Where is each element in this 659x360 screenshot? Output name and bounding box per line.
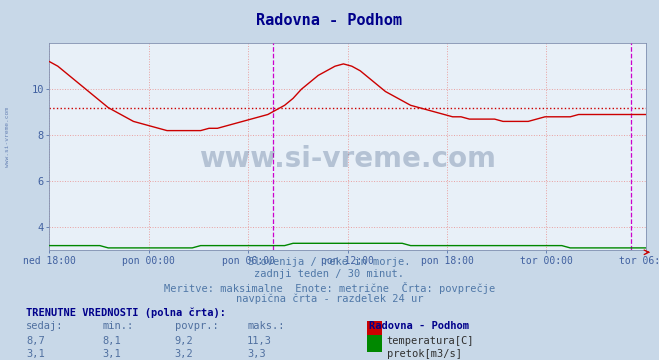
Text: 3,2: 3,2 (175, 349, 193, 359)
Text: sedaj:: sedaj: (26, 321, 64, 331)
Text: 11,3: 11,3 (247, 336, 272, 346)
Text: zadnji teden / 30 minut.: zadnji teden / 30 minut. (254, 269, 405, 279)
Text: TRENUTNE VREDNOSTI (polna črta):: TRENUTNE VREDNOSTI (polna črta): (26, 308, 226, 318)
Text: povpr.:: povpr.: (175, 321, 218, 331)
Text: Slovenija / reke in morje.: Slovenija / reke in morje. (248, 257, 411, 267)
Text: min.:: min.: (102, 321, 133, 331)
Text: 3,3: 3,3 (247, 349, 266, 359)
Text: www.si-vreme.com: www.si-vreme.com (199, 145, 496, 173)
Text: www.si-vreme.com: www.si-vreme.com (5, 107, 11, 167)
Text: 8,7: 8,7 (26, 336, 45, 346)
Text: Radovna - Podhom: Radovna - Podhom (256, 13, 403, 28)
Text: navpična črta - razdelek 24 ur: navpična črta - razdelek 24 ur (236, 294, 423, 304)
Text: 3,1: 3,1 (26, 349, 45, 359)
Text: 3,1: 3,1 (102, 349, 121, 359)
Text: temperatura[C]: temperatura[C] (387, 336, 474, 346)
Text: pretok[m3/s]: pretok[m3/s] (387, 349, 462, 359)
Text: Meritve: maksimalne  Enote: metrične  Črta: povprečje: Meritve: maksimalne Enote: metrične Črta… (164, 282, 495, 293)
Text: 8,1: 8,1 (102, 336, 121, 346)
Text: 9,2: 9,2 (175, 336, 193, 346)
Text: maks.:: maks.: (247, 321, 285, 331)
Text: Radovna - Podhom: Radovna - Podhom (369, 321, 469, 331)
